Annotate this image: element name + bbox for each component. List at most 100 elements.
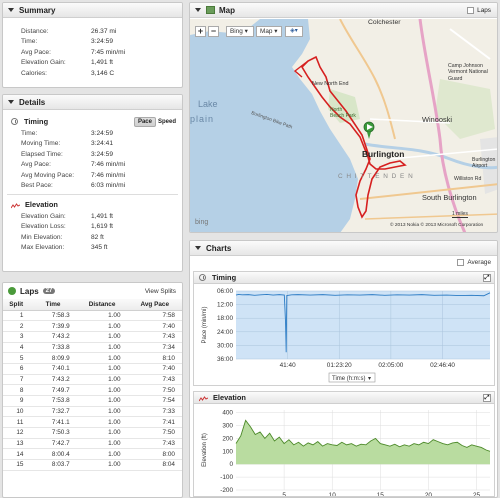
zoom-out-button[interactable]: − bbox=[208, 26, 219, 37]
timing-rows: Time: 3:24:59 Moving Time: 3:24:41 Elapsed T… bbox=[3, 128, 182, 191]
stat-value: 7:46 min/mi bbox=[91, 161, 126, 169]
bing-label: Bing bbox=[230, 28, 243, 35]
charts-header[interactable]: Charts bbox=[190, 241, 497, 256]
table-row[interactable]: 12 7:50.3 1.00 7:50 bbox=[3, 427, 182, 439]
timing-chart[interactable]: 06:00 12:00 18:00 24:00 30:00 36:00 41:40 01:23… bbox=[194, 284, 494, 385]
table-cell: 14 bbox=[3, 448, 30, 461]
chevron-down-icon: ▾ bbox=[368, 376, 371, 382]
table-cell: 1.00 bbox=[76, 406, 128, 418]
laps-checkbox[interactable] bbox=[467, 6, 475, 14]
table-cell: 7 bbox=[3, 374, 30, 386]
map-label-plain: plain bbox=[190, 114, 215, 124]
table-row[interactable]: 3 7:43.2 1.00 7:43 bbox=[3, 331, 182, 343]
elevation-area bbox=[236, 420, 490, 465]
table-row[interactable]: 2 7:39.9 1.00 7:40 bbox=[3, 320, 182, 332]
stat-row: Elevation Gain: 1,491 ft bbox=[3, 211, 182, 222]
stat-row: Max Elevation: 345 ft bbox=[3, 243, 182, 254]
collapse-icon[interactable] bbox=[195, 246, 201, 250]
collapse-icon[interactable] bbox=[8, 100, 14, 104]
stat-label: Avg Pace: bbox=[21, 48, 51, 56]
map-scale: 1 miles bbox=[452, 211, 468, 218]
timing-title: Timing bbox=[24, 117, 49, 126]
y-tick-label: 06:00 bbox=[217, 288, 233, 295]
map-label-new-north-end: New North End bbox=[312, 81, 349, 87]
stat-label: Avg Pace: bbox=[21, 161, 51, 169]
time-axis-select[interactable] bbox=[328, 372, 376, 383]
stat-value: 82 ft bbox=[91, 233, 104, 241]
stat-value: 3,146 C bbox=[91, 69, 115, 77]
table-cell: 7:41.1 bbox=[29, 416, 77, 429]
expand-icon[interactable]: ⤢ bbox=[483, 273, 491, 282]
zoom-in-button[interactable]: + bbox=[195, 26, 206, 37]
table-row[interactable]: 9 7:53.8 1.00 7:54 bbox=[3, 395, 182, 407]
column-header[interactable]: Time bbox=[29, 299, 77, 311]
bing-dropdown[interactable]: Bing ▾ bbox=[226, 26, 254, 37]
time-axis-select-label: Time (h:m:s) bbox=[332, 376, 365, 382]
expand-icon[interactable]: ⤢ bbox=[483, 393, 491, 402]
table-row[interactable]: 5 8:09.9 1.00 8:10 bbox=[3, 352, 182, 364]
speed-toggle-button[interactable]: Speed bbox=[157, 118, 176, 125]
charts-title: Charts bbox=[206, 243, 232, 253]
table-row[interactable]: 1 7:58.3 1.00 7:58 bbox=[3, 310, 182, 322]
chevron-down-icon: ▾ bbox=[274, 28, 278, 35]
table-cell: 2 bbox=[3, 320, 30, 332]
map-label-williston: Williston Rd bbox=[454, 176, 482, 182]
layers-button[interactable]: ◈▾ bbox=[285, 26, 303, 37]
table-cell: 1.00 bbox=[76, 342, 128, 354]
details-header[interactable]: Details bbox=[3, 95, 182, 110]
pace-toggle-button[interactable]: Pace bbox=[133, 116, 156, 127]
column-header[interactable]: Avg Pace bbox=[127, 299, 182, 311]
pace-line bbox=[235, 292, 491, 353]
table-row[interactable]: 10 7:32.7 1.00 7:33 bbox=[3, 406, 182, 418]
average-checkbox[interactable] bbox=[457, 259, 465, 266]
table-cell: 1.00 bbox=[76, 448, 128, 461]
table-cell: 7:43 bbox=[127, 438, 182, 450]
collapse-icon[interactable] bbox=[195, 8, 201, 12]
table-cell: 1.00 bbox=[76, 374, 128, 386]
table-cell: 9 bbox=[3, 395, 30, 407]
map-canvas[interactable]: + − Bing ▾ Map ▾ ◈▾ Colchester Winooski … bbox=[190, 19, 497, 232]
map-label-airport: Burlington Airport bbox=[472, 157, 496, 170]
view-splits-link[interactable]: View Splits bbox=[144, 287, 176, 295]
elevation-chart-box: Elevation ⤢ -200 -100 0 100 200 300 400 5 10 15 20… bbox=[193, 391, 495, 497]
stat-label: Time: bbox=[21, 129, 38, 137]
table-cell: 8:09.9 bbox=[29, 352, 77, 364]
clock-icon bbox=[11, 118, 18, 125]
table-cell: 1.00 bbox=[76, 310, 128, 322]
table-cell: 8:10 bbox=[127, 352, 182, 364]
table-cell: 7:49.7 bbox=[29, 384, 77, 396]
map-header[interactable]: Map Laps bbox=[190, 3, 497, 18]
table-row[interactable]: 7 7:43.2 1.00 7:43 bbox=[3, 374, 182, 386]
average-label: Average bbox=[467, 259, 491, 266]
collapse-icon[interactable] bbox=[8, 8, 14, 12]
table-cell: 7:41 bbox=[127, 416, 182, 429]
column-header[interactable]: Split bbox=[3, 299, 30, 311]
table-cell: 8:03.7 bbox=[29, 459, 77, 471]
table-row[interactable]: 14 8:00.4 1.00 8:00 bbox=[3, 448, 182, 461]
table-row[interactable]: 6 7:40.1 1.00 7:40 bbox=[3, 363, 182, 375]
stat-label: Elevation Gain: bbox=[21, 212, 66, 220]
table-row[interactable]: 8 7:49.7 1.00 7:50 bbox=[3, 384, 182, 396]
column-header[interactable]: Distance bbox=[76, 299, 128, 311]
table-row[interactable]: 15 8:03.7 1.00 8:04 bbox=[3, 459, 182, 471]
table-cell: 11 bbox=[3, 416, 30, 429]
table-cell: 1.00 bbox=[76, 427, 128, 439]
y-tick-label: 300 bbox=[222, 422, 233, 429]
summary-header[interactable]: Summary bbox=[3, 3, 182, 18]
stat-row: Calories: 3,146 C bbox=[3, 68, 182, 79]
map-type-dropdown[interactable]: Map ▾ bbox=[256, 26, 282, 37]
divider bbox=[7, 194, 178, 195]
table-cell: 1.00 bbox=[76, 320, 128, 332]
laps-checkbox-label: Laps bbox=[477, 6, 491, 14]
chevron-down-icon: ▾ bbox=[244, 28, 248, 35]
timing-chart-title: Timing bbox=[212, 273, 237, 282]
elevation-chart[interactable]: -200 -100 0 100 200 300 400 5 10 15 20 25 Elevation … bbox=[194, 404, 494, 497]
table-row[interactable]: 4 7:33.8 1.00 7:34 bbox=[3, 342, 182, 354]
table-cell: 1.00 bbox=[76, 395, 128, 407]
table-cell: 13 bbox=[3, 438, 30, 450]
table-row[interactable]: 13 7:42.7 1.00 7:43 bbox=[3, 438, 182, 450]
table-row[interactable]: 11 7:41.1 1.00 7:41 bbox=[3, 416, 182, 429]
y-tick-label: 0 bbox=[229, 461, 233, 468]
table-cell: 1.00 bbox=[76, 384, 128, 396]
stat-value: 345 ft bbox=[91, 244, 108, 252]
